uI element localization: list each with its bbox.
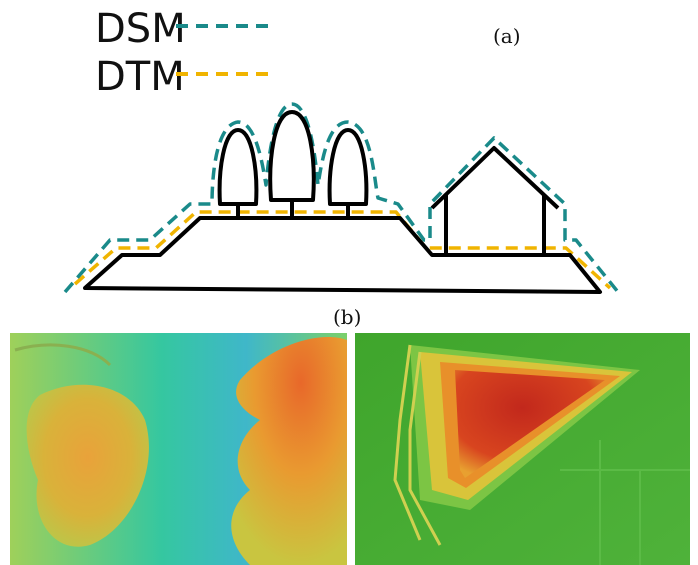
dtm-line xyxy=(75,212,610,288)
figure: DSM DTM (a) (b) xyxy=(0,0,698,565)
legend-label: DSM xyxy=(95,6,186,52)
tree xyxy=(220,130,257,204)
dsm-image xyxy=(10,333,347,565)
panel-label: (a) xyxy=(493,24,521,48)
tree xyxy=(270,112,313,200)
roof xyxy=(432,148,558,208)
tree xyxy=(330,130,367,204)
panel-label: (b) xyxy=(333,305,361,329)
legend-label: DTM xyxy=(95,54,185,100)
dtm-image xyxy=(355,333,690,565)
diagram xyxy=(65,104,618,292)
